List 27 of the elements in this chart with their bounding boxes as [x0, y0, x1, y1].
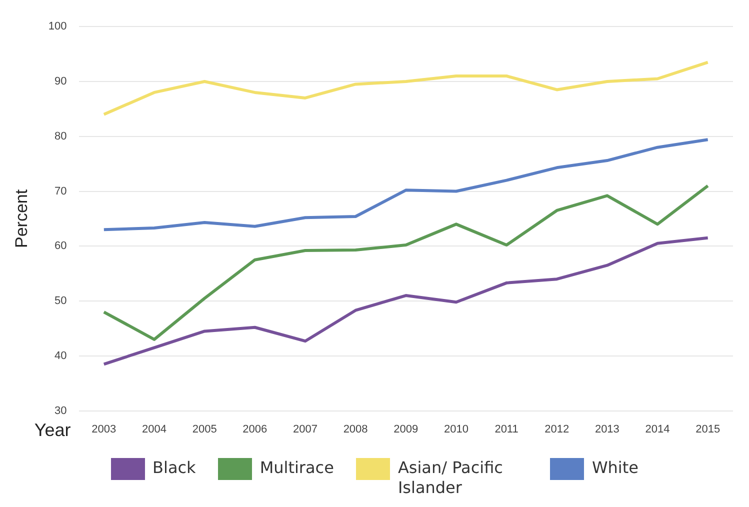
y-tick-label: 40 [54, 350, 67, 362]
y-tick-label: 70 [54, 185, 67, 198]
x-tick-label: 2008 [343, 423, 368, 436]
y-tick-label: 80 [54, 130, 67, 142]
legend-label: Black [152, 458, 196, 478]
y-axis-title: Percent [12, 189, 31, 248]
y-tick-label: 30 [54, 404, 67, 417]
x-tick-label: 2013 [594, 423, 620, 436]
x-tick-label: 2005 [192, 423, 217, 436]
x-tick-label: 2009 [394, 423, 418, 436]
y-tick-label: 50 [54, 295, 67, 308]
x-tick-label: 2006 [242, 423, 268, 436]
x-tick-label: 2010 [444, 423, 468, 436]
y-tick-label: 60 [54, 240, 67, 252]
x-tick-label: 2015 [696, 423, 720, 436]
legend-label: White [592, 458, 638, 478]
x-tick-label: 2011 [494, 423, 518, 436]
x-axis-title: Year [34, 420, 71, 440]
legend-label: Asian/ Pacific Islander [398, 458, 504, 498]
x-tick-label: 2007 [292, 423, 318, 436]
x-tick-label: 2014 [645, 423, 670, 436]
x-tick-label: 2004 [142, 423, 166, 436]
x-tick-label: 2003 [92, 423, 116, 436]
y-tick-label: 90 [54, 76, 67, 88]
x-tick-label: 2012 [544, 423, 570, 436]
y-tick-label: 100 [48, 20, 67, 33]
legend-label: Multirace [260, 458, 334, 478]
